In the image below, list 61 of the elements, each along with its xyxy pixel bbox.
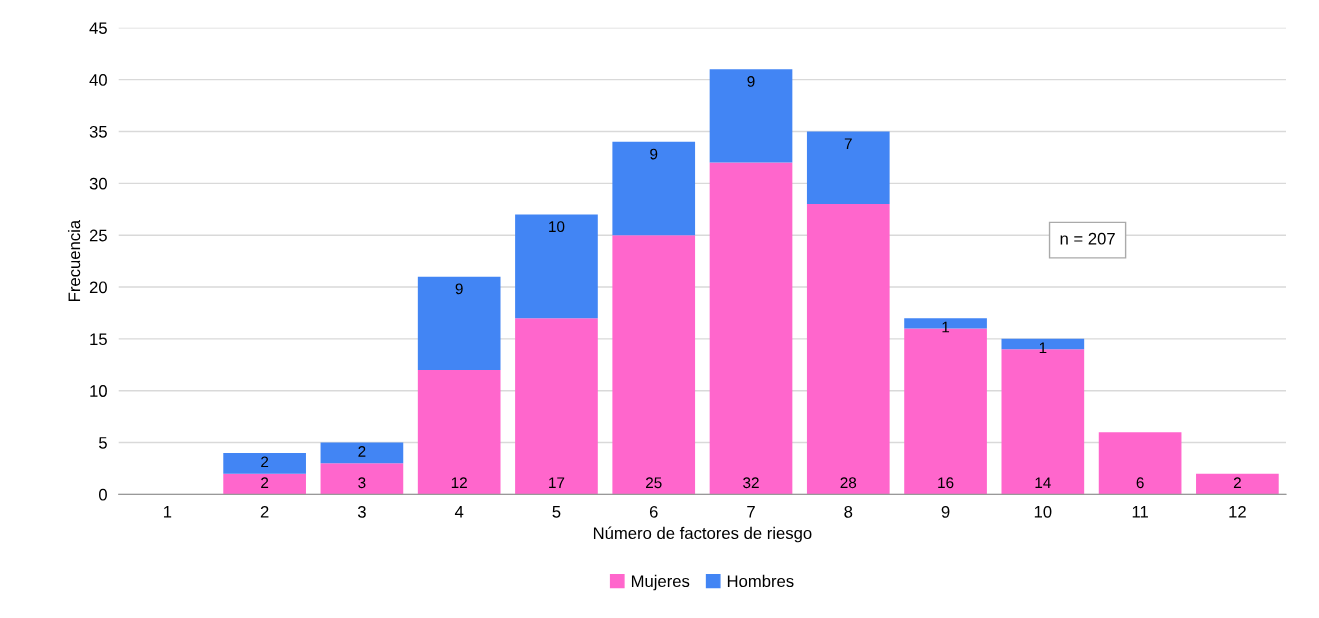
data-label: 2 [261, 477, 269, 488]
bar [223, 473, 306, 495]
data-label: 3 [358, 477, 366, 489]
x-axis-title: Número de factores de riesgo [593, 526, 812, 543]
data-label: 9 [747, 76, 755, 87]
bar [320, 442, 404, 464]
bar [709, 162, 793, 495]
x-tick-label: 8 [844, 505, 853, 518]
y-tick-label: 15 [90, 333, 107, 346]
x-tick-label: 6 [649, 505, 658, 518]
bar [417, 369, 501, 495]
y-tick-label: 35 [89, 125, 107, 138]
y-tick-label: 10 [90, 385, 107, 397]
bar [320, 463, 404, 495]
bar [417, 276, 501, 370]
y-tick-label: 45 [89, 22, 107, 35]
data-label: 10 [549, 221, 565, 233]
bar [515, 214, 598, 319]
bar [1098, 432, 1182, 495]
data-label: 2 [358, 446, 366, 457]
x-tick-label: 2 [260, 505, 269, 518]
bar [1196, 473, 1279, 495]
x-tick-label: 10 [1034, 505, 1052, 518]
bar [515, 318, 598, 495]
y-tick-label: 5 [99, 437, 107, 449]
data-label: 25 [646, 477, 662, 489]
legend-label: Hombres [727, 574, 794, 588]
data-label: 12 [451, 477, 467, 488]
data-label: 2 [1233, 477, 1241, 488]
data-label: 14 [1035, 477, 1051, 488]
bar [709, 69, 793, 163]
bar [612, 235, 696, 495]
data-label: 2 [261, 456, 269, 468]
x-tick-label: 1 [163, 506, 172, 518]
data-label: 28 [840, 477, 857, 489]
y-tick-label: 25 [89, 229, 107, 242]
data-label: 9 [455, 283, 463, 295]
bar [612, 141, 696, 236]
data-label: 17 [549, 477, 565, 488]
legend-label: Mujeres [631, 574, 690, 591]
y-tick-label: 0 [98, 488, 107, 501]
bar [223, 452, 306, 474]
data-label: 32 [743, 477, 759, 489]
y-tick-label: 20 [89, 281, 107, 294]
bar [806, 204, 890, 495]
x-tick-label: 7 [747, 506, 755, 518]
x-tick-label: 12 [1229, 505, 1246, 518]
x-tick-label: 3 [357, 505, 366, 518]
y-tick-label: 30 [89, 177, 107, 190]
data-label: 7 [844, 138, 852, 149]
annotation: n = 207 [1060, 232, 1115, 245]
x-tick-label: 9 [941, 505, 950, 518]
y-tick-label: 40 [89, 74, 107, 86]
data-label: 9 [650, 148, 658, 160]
data-label: 16 [938, 477, 954, 489]
x-tick-label: 11 [1132, 506, 1148, 518]
x-tick-label: 5 [552, 506, 561, 518]
data-label: 6 [1136, 477, 1144, 489]
x-tick-label: 4 [454, 506, 464, 518]
bar [806, 131, 890, 205]
y-axis-title: Frecuencia [67, 219, 81, 301]
